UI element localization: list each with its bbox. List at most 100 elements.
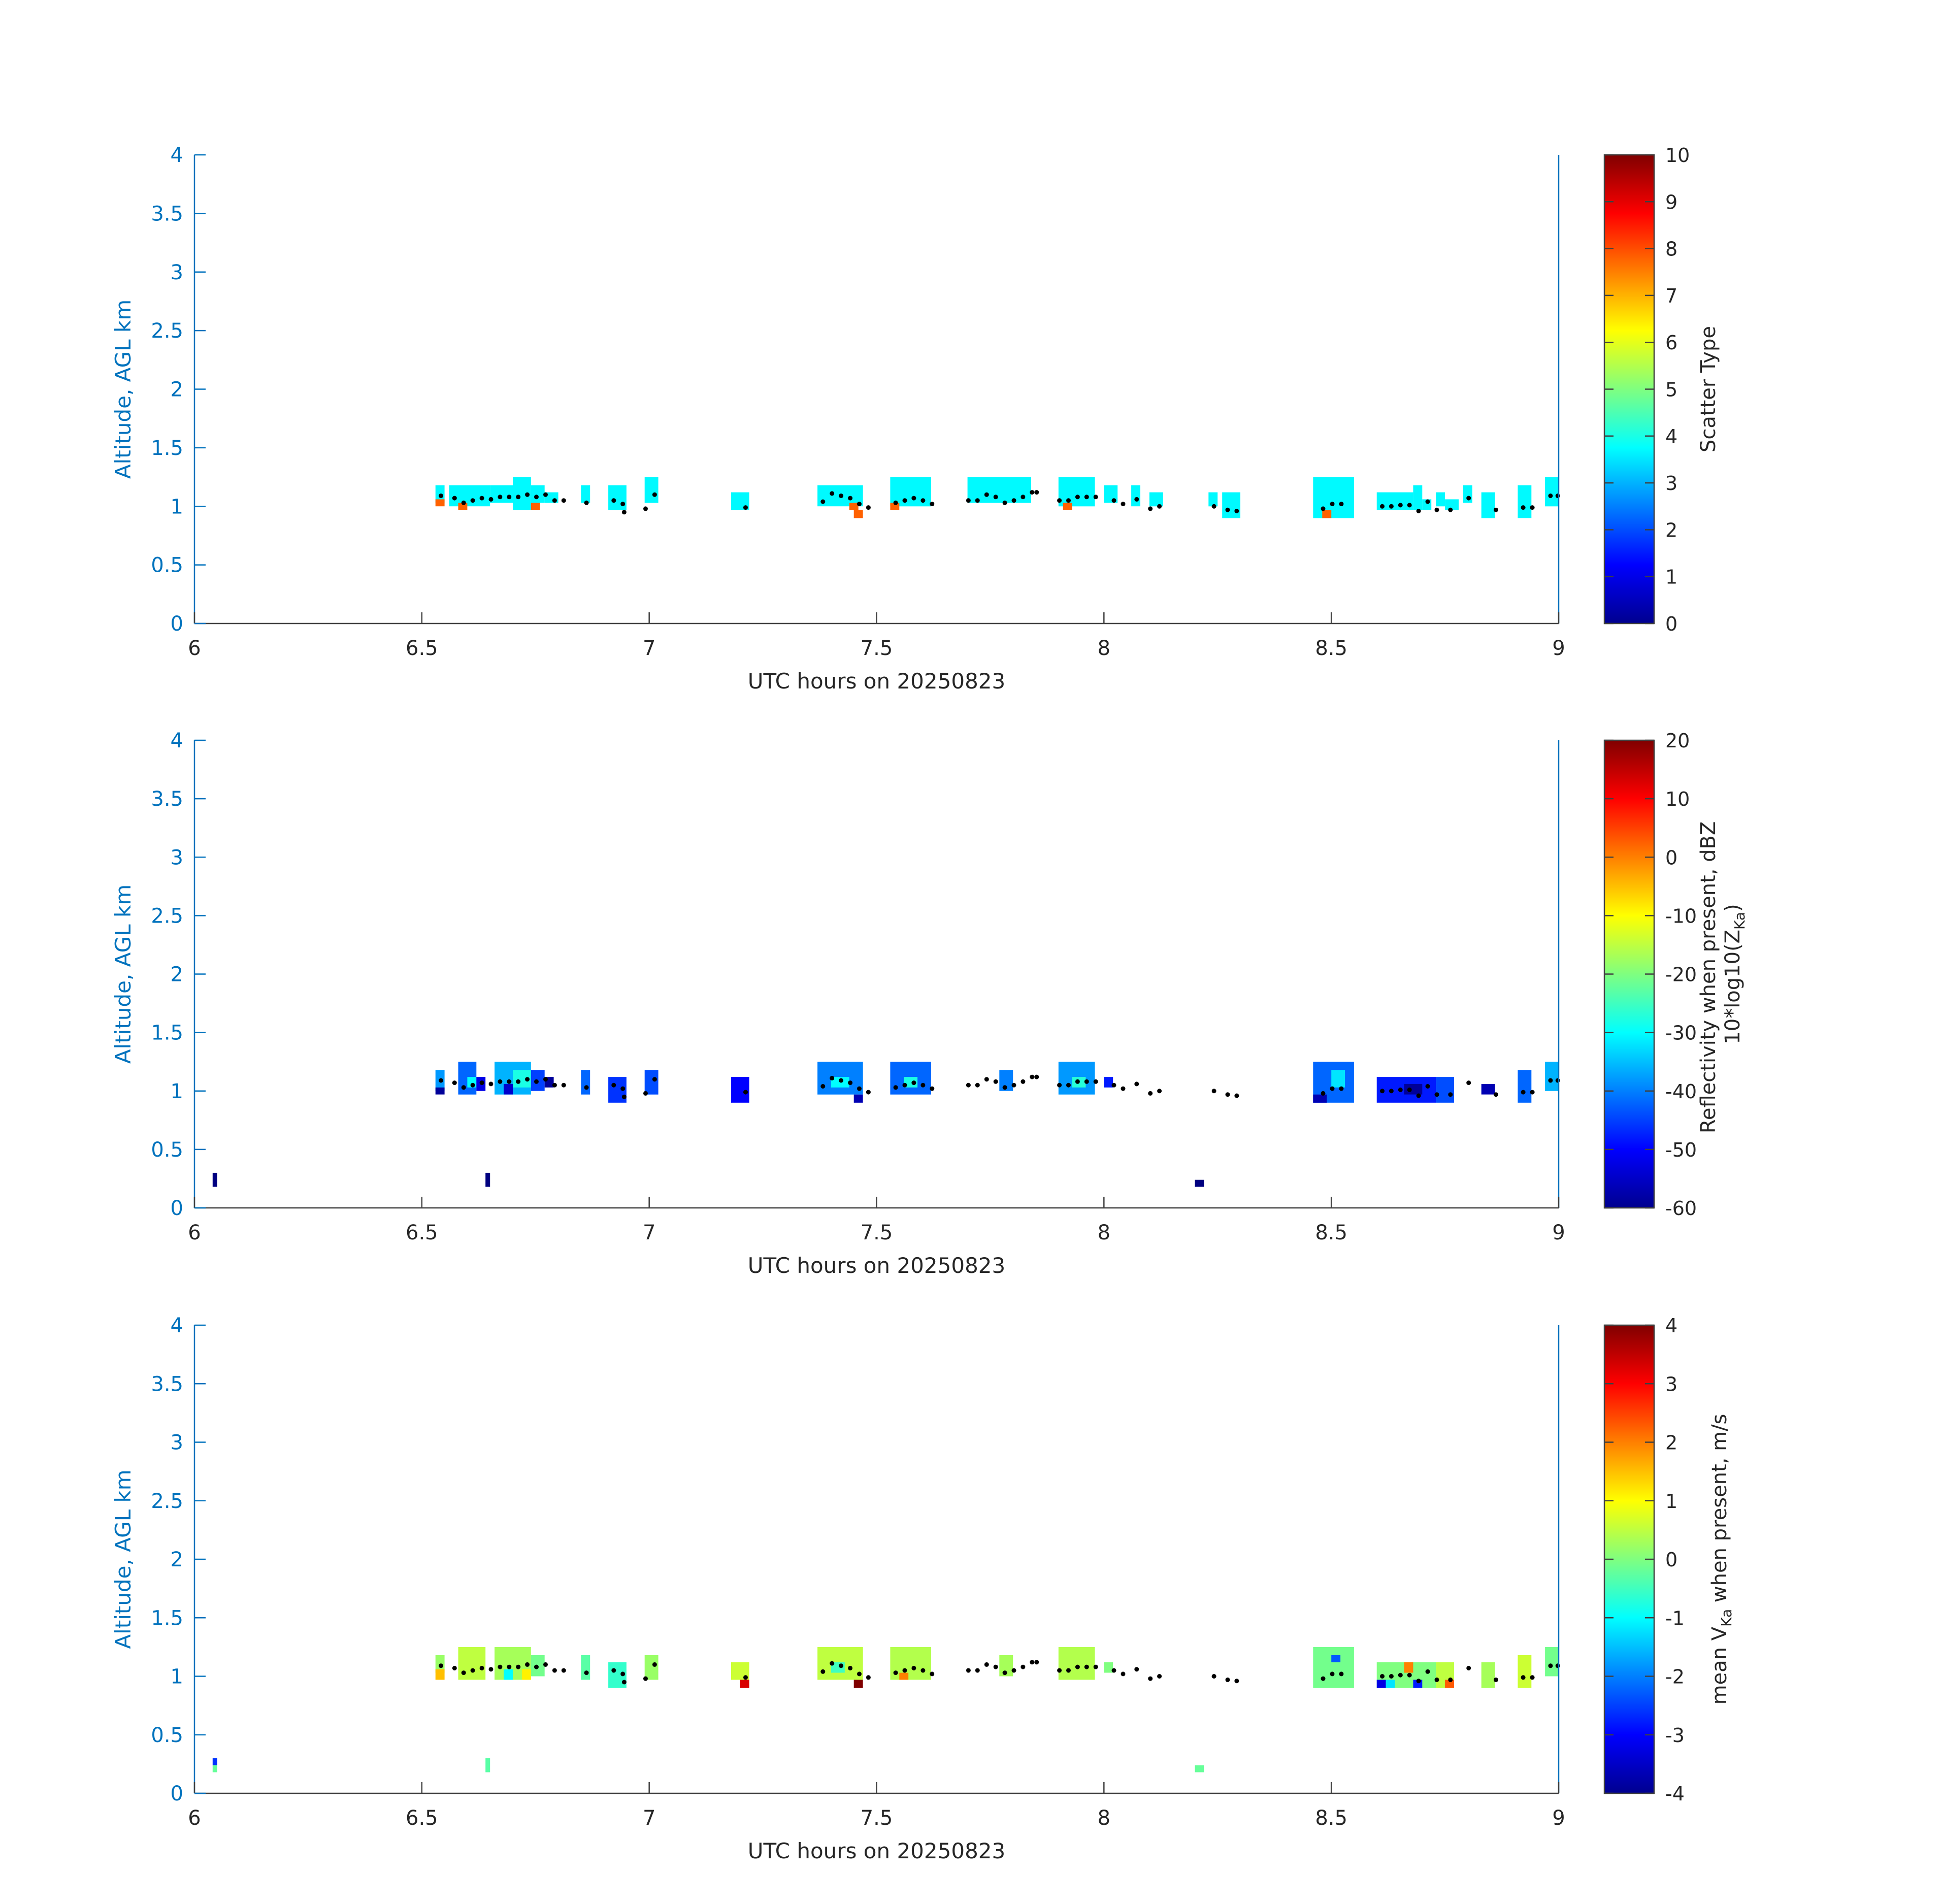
y-tick-labels: 0 0.5 1 1.5 2 2.5 3 3.5 4 [151,144,183,636]
heatmap-cell [1404,1662,1413,1673]
heatmap-cell [1313,1647,1354,1688]
cloud-base-dot [1021,1664,1026,1669]
panel-scatter-type: 6 6.5 7 7.5 8 8.5 9 0 0.5 1 1.5 2 2.5 3 3.5 4 UTC hour… [111,144,1720,694]
cloud-base-dot [561,498,566,503]
x-tick-label: 6.5 [406,1807,438,1830]
y-tick-labels: 0 0.5 1 1.5 2 2.5 3 3.5 4 [151,1314,183,1805]
colorbar-tick-label: -1 [1665,1607,1685,1629]
heatmap-cell [644,1655,659,1680]
cloud-base-dot [1448,507,1453,512]
colorbar-tick-label: 5 [1665,379,1677,401]
heatmap-cell [740,1680,749,1688]
colorbar-label: mean VKa when present, m/s [1708,1414,1735,1705]
heatmap-cell [485,1172,490,1187]
cloud-base-dot [611,1082,616,1088]
cloud-base-dot [1407,503,1412,508]
y-tick-label: 1.5 [151,437,183,460]
panel-mean-velocity: 6 6.5 7 7.5 8 8.5 9 0 0.5 1 1.5 2 2.5 3 3.5 4 UTC hour… [111,1314,1735,1863]
colorbar-label-suffix: ) [1721,904,1744,912]
cloud-base-dot [1425,1084,1430,1089]
y-tick-label: 4 [171,729,183,752]
colorbar-tick-labels: -4 -3 -2 -1 0 1 2 3 4 [1665,1315,1685,1805]
cloud-base-dot [848,1080,853,1086]
cloud-base-dot [975,1668,980,1673]
heatmap-cell [853,1680,863,1688]
cloud-base-dot [620,1671,626,1677]
y-tick-label: 4 [171,144,183,167]
cloud-base-dot [525,1077,530,1082]
cloud-base-dot [1416,509,1421,513]
cloud-base-dot [498,1664,503,1669]
x-tick-label: 9 [1552,637,1565,660]
cloud-base-dot [507,1079,512,1084]
cloud-base-dot [920,1668,926,1673]
colorbar-label-subscript: Ka [1731,912,1748,930]
cloud-base-dot [1234,1093,1239,1098]
colorbar-tick-label: 10 [1665,144,1690,167]
heatmap-cell [644,477,659,503]
cloud-base-dot [1093,1079,1098,1084]
cloud-base-dot [1493,507,1498,512]
x-tick-label: 8.5 [1315,637,1347,660]
y-tick-label: 1.5 [151,1606,183,1630]
heatmap-cell [1481,1662,1495,1688]
cloud-base-dot [1084,1079,1089,1084]
colorbar-tick-label: -50 [1665,1139,1697,1161]
cloud-base-dot [1339,502,1344,507]
heatmap-cell [485,1758,490,1772]
x-tick-label: 8 [1098,1221,1110,1244]
colorbar-label-line-1: Reflectivity when present, dBZ [1697,822,1720,1134]
cloud-base-dot [1134,1667,1139,1672]
heatmap-cell [531,503,540,510]
cloud-base-dot [534,495,539,500]
y-tick-label: 3.5 [151,1372,183,1396]
cloud-base-dot [525,492,530,497]
cloud-base-dot [1011,498,1016,503]
colorbar-tick-label: -40 [1665,1080,1697,1103]
cloud-base-dot [1434,507,1439,512]
y-tick-label: 1 [171,495,183,518]
heatmap-cell [1222,492,1240,518]
cloud-base-dot [839,1663,844,1668]
y-axis-label: Altitude, AGL km [111,300,136,479]
y-tick-label: 3.5 [151,787,183,811]
cloud-base-dot [1448,1677,1453,1682]
cloud-base-dot [1134,497,1139,502]
cloud-base-dot [1407,1087,1412,1092]
cloud-base-dot [1057,1082,1062,1088]
cloud-base-dot [1321,506,1326,511]
cloud-base-dot [1075,495,1080,500]
colorbar: -4 -3 -2 -1 0 1 2 3 4 [1603,1315,1685,1805]
cloud-base-dot [1321,1091,1326,1096]
cloud-base-dot [1084,1664,1089,1669]
x-tick-label: 7 [643,1807,655,1830]
x-tick-label: 8 [1098,1807,1110,1830]
cloud-base-dot [620,1086,626,1091]
cloud-base-dot [920,1082,926,1088]
y-tick-label: 4 [171,1314,183,1337]
colorbar-tick-label: 1 [1665,1490,1677,1513]
cloud-base-dot [920,498,926,503]
cloud-base-dot [1389,1674,1394,1679]
cloud-base-dot [1030,490,1035,495]
y-tick-label: 0 [171,1782,183,1805]
colorbar-tick-label: 4 [1665,1315,1677,1337]
cloud-base-dot [1555,1078,1560,1083]
cloud-base-dot [930,1086,935,1091]
colorbar: 0 1 2 3 4 5 6 7 8 9 10 [1603,144,1690,635]
cloud-base-dot [993,1664,998,1669]
colorbar-tick-label: -10 [1665,905,1697,927]
colorbar-tick-label: -4 [1665,1783,1685,1805]
heatmap-cell [1195,1765,1204,1772]
cloud-base-dot [1034,1074,1039,1079]
cloud-base-dot [1111,1082,1116,1088]
heatmap-cell [1322,510,1332,518]
x-tick-label: 7.5 [861,1221,893,1244]
cloud-base-dot [1157,1089,1162,1094]
heatmap-cell [1436,492,1445,507]
cloud-base-dot [857,1671,862,1677]
x-tick-label: 6.5 [406,637,438,660]
y-tick-label: 0 [171,1197,183,1220]
heatmap-cell [581,1070,590,1095]
heatmap-cell [1386,1680,1395,1688]
